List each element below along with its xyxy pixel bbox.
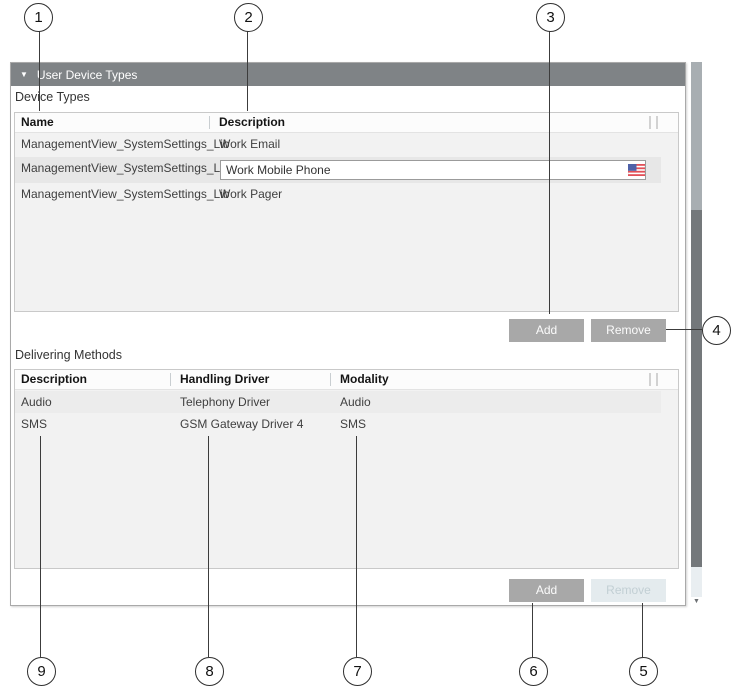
column-header-name[interactable]: Name xyxy=(21,115,54,129)
device-types-add-button[interactable]: Add xyxy=(509,319,584,342)
cell-description: Audio xyxy=(21,395,52,409)
table-row[interactable]: ManagementView_SystemSettings_Lib Work E… xyxy=(15,133,661,157)
table-row-selected[interactable]: ManagementView_SystemSettings_Lib xyxy=(15,157,661,183)
column-header-description[interactable]: Description xyxy=(21,372,88,386)
cell-name: ManagementView_SystemSettings_Lib xyxy=(21,137,230,151)
cell-description: SMS xyxy=(21,417,48,431)
device-types-table-header: Name Description xyxy=(15,113,678,133)
column-header-modality[interactable]: Modality xyxy=(340,372,389,386)
collapse-triangle-icon[interactable]: ▼ xyxy=(20,69,28,79)
column-resize-grip-icon[interactable] xyxy=(649,116,651,129)
table-row[interactable]: ManagementView_SystemSettings_Lib Work P… xyxy=(15,183,661,207)
callout-1: 1 xyxy=(24,3,53,32)
callout-line-2 xyxy=(247,31,248,111)
device-types-remove-button[interactable]: Remove xyxy=(591,319,666,342)
delivering-methods-table-header: Description Handling Driver Modality xyxy=(15,370,678,390)
callout-line-5 xyxy=(642,603,643,657)
column-header-description[interactable]: Description xyxy=(219,115,286,129)
scrollbar-down-arrow-icon[interactable]: ▼ xyxy=(693,598,700,605)
column-separator xyxy=(170,373,171,386)
cell-modality: SMS xyxy=(340,417,367,431)
device-types-table: Name Description ManagementView_SystemSe… xyxy=(14,112,679,312)
cell-handling-driver: GSM Gateway Driver 4 xyxy=(180,417,304,431)
callout-6: 6 xyxy=(519,657,548,686)
column-resize-grip-icon[interactable] xyxy=(656,116,658,129)
callout-line-4 xyxy=(666,329,702,330)
callout-line-9 xyxy=(40,436,41,657)
column-separator xyxy=(330,373,331,386)
table-row[interactable]: SMS GSM Gateway Driver 4 SMS xyxy=(15,413,661,435)
section-header-user-device-types[interactable]: ▼ User Device Types xyxy=(11,63,685,86)
delivering-methods-table: Description Handling Driver Modality Aud… xyxy=(14,369,679,569)
callout-2: 2 xyxy=(234,3,263,32)
cell-handling-driver: Telephony Driver xyxy=(180,395,271,409)
description-edit-input[interactable] xyxy=(220,160,646,180)
user-device-types-panel: ▼ User Device Types Device Types Name De… xyxy=(10,62,686,606)
us-flag-icon xyxy=(628,164,645,176)
cell-name: ManagementView_SystemSettings_Lib xyxy=(21,187,230,201)
scrollbar-thumb[interactable] xyxy=(691,210,702,567)
column-header-handling-driver[interactable]: Handling Driver xyxy=(180,372,270,386)
callout-3: 3 xyxy=(536,3,565,32)
delivering-methods-remove-button-disabled: Remove xyxy=(591,579,666,602)
cell-name: ManagementView_SystemSettings_Lib xyxy=(21,161,230,175)
vertical-scrollbar[interactable]: ▼ xyxy=(691,62,702,606)
cell-modality: Audio xyxy=(340,395,371,409)
callout-line-3 xyxy=(549,31,550,314)
cell-description: Work Email xyxy=(219,137,281,151)
callout-line-7 xyxy=(356,436,357,657)
callout-line-6 xyxy=(532,603,533,657)
callout-line-8 xyxy=(208,436,209,657)
callout-9: 9 xyxy=(27,657,56,686)
scrollbar-upper-segment[interactable] xyxy=(691,62,702,210)
callout-5: 5 xyxy=(629,657,658,686)
device-types-label: Device Types xyxy=(15,90,90,104)
delivering-methods-label: Delivering Methods xyxy=(15,348,122,362)
callout-4: 4 xyxy=(702,316,731,345)
delivering-methods-add-button[interactable]: Add xyxy=(509,579,584,602)
callout-line-1 xyxy=(39,31,40,111)
table-row[interactable]: Audio Telephony Driver Audio xyxy=(15,391,661,413)
section-title: User Device Types xyxy=(36,67,138,82)
column-separator xyxy=(209,116,210,129)
scrollbar-track[interactable] xyxy=(691,567,702,597)
callout-8: 8 xyxy=(195,657,224,686)
column-resize-grip-icon[interactable] xyxy=(649,373,651,386)
column-resize-grip-icon[interactable] xyxy=(656,373,658,386)
cell-description: Work Pager xyxy=(219,187,283,201)
callout-7: 7 xyxy=(343,657,372,686)
